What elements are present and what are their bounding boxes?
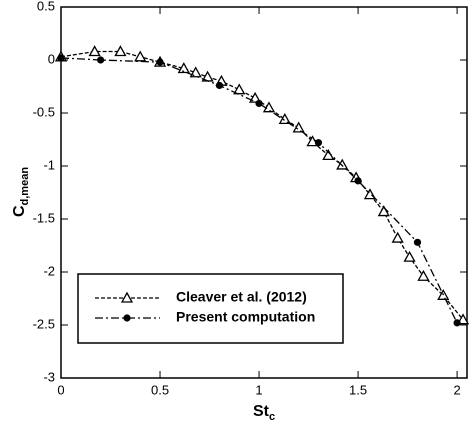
x-tick-label: 1: [255, 382, 262, 397]
circle-marker: [57, 54, 65, 62]
y-label-sub: d,mean: [19, 167, 31, 206]
circle-marker: [215, 81, 224, 90]
x-tick-label: 0: [57, 382, 64, 397]
triangle-marker: [456, 313, 470, 325]
circle-marker: [314, 139, 323, 147]
y-tick-label: 0.5: [37, 0, 55, 13]
x-tick-label: 2: [453, 382, 460, 397]
x-label-sub: c: [269, 411, 275, 423]
y-axis-label: Cd,mean: [11, 167, 31, 217]
plot-frame: [60, 6, 468, 379]
triangle-marker: [278, 113, 291, 125]
y-tick-label: -3: [43, 369, 55, 384]
circle-marker: [97, 56, 105, 64]
x-label-main: St: [253, 403, 270, 420]
y-tick-label: -1: [43, 157, 55, 172]
circle-marker: [255, 99, 263, 108]
triangle-marker: [403, 250, 416, 262]
y-tick-label: -0.5: [33, 104, 55, 119]
triangle-marker: [336, 158, 349, 170]
triangle-marker: [417, 269, 430, 281]
x-axis-label: Stc: [253, 403, 275, 423]
circle-marker: [156, 58, 164, 66]
series-line: [60, 57, 458, 324]
legend-label: Cleaver et al. (2012): [176, 289, 307, 305]
circle-marker: [453, 319, 461, 327]
y-label-main: C: [11, 205, 28, 217]
legend-label: Present computation: [176, 309, 315, 325]
circle-marker: [413, 238, 422, 246]
triangle-marker: [88, 45, 101, 57]
triangle-marker: [377, 205, 390, 217]
y-tick-label: -1.5: [33, 210, 55, 225]
legend-box: [77, 273, 344, 344]
triangle-marker: [120, 291, 134, 303]
circle-marker: [123, 314, 131, 322]
triangle-marker: [292, 121, 305, 133]
circle-marker: [354, 177, 362, 185]
triangle-marker: [177, 62, 190, 74]
y-tick-label: -2.5: [33, 316, 55, 331]
y-tick-label: -2: [43, 263, 55, 278]
triangle-marker: [391, 231, 404, 243]
triangle-marker: [233, 83, 246, 95]
triangle-marker: [114, 45, 127, 57]
y-tick-label: 0: [48, 51, 55, 66]
x-tick-label: 1.5: [349, 382, 367, 397]
triangle-marker: [134, 50, 147, 62]
triangle-marker: [262, 101, 276, 113]
x-tick-label: 0.5: [151, 382, 169, 397]
